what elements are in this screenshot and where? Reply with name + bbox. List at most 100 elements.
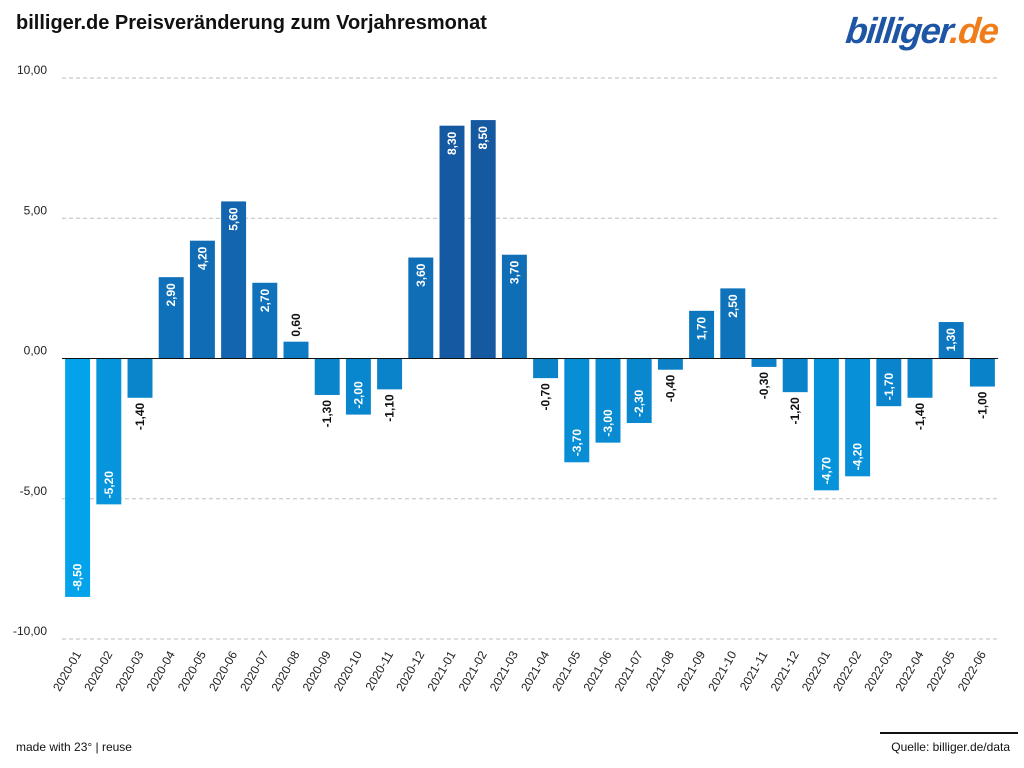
bar — [283, 341, 309, 359]
bar — [938, 322, 964, 359]
bar — [626, 358, 652, 424]
bar — [96, 358, 122, 505]
x-tick-label: 2020-07 — [237, 648, 271, 693]
bar — [501, 254, 527, 359]
bar — [969, 358, 995, 387]
bar — [907, 358, 933, 398]
bar-data-label: -1,40 — [133, 402, 147, 430]
y-tick-label: -10,00 — [13, 624, 47, 638]
footer-divider — [880, 732, 1018, 734]
x-tick-label: 2020-06 — [206, 648, 240, 693]
bar — [127, 358, 153, 398]
x-tick-label: 2021-01 — [424, 648, 458, 693]
x-tick-label: 2020-09 — [300, 648, 334, 693]
bar — [813, 358, 839, 491]
x-tick-label: 2020-10 — [331, 648, 365, 693]
bar — [595, 358, 621, 443]
bar — [533, 358, 559, 379]
bar-data-label: -1,10 — [383, 394, 397, 422]
bar-data-label: 2,50 — [726, 294, 740, 318]
x-tick-label: 2022-05 — [924, 648, 958, 693]
bar — [564, 358, 590, 463]
bar-data-label: 0,60 — [289, 313, 303, 337]
x-tick-label: 2021-12 — [768, 648, 802, 693]
bar-data-label: -1,70 — [882, 373, 896, 401]
y-tick-label: 0,00 — [24, 344, 48, 358]
x-tick-label: 2020-03 — [112, 648, 146, 693]
bar — [751, 358, 777, 367]
x-tick-label: 2022-03 — [861, 648, 895, 693]
bar-data-label: -5,20 — [102, 471, 116, 499]
bar — [470, 120, 496, 359]
bar-data-label: -1,20 — [788, 397, 802, 425]
y-tick-label: 10,00 — [17, 63, 47, 77]
bar-data-label: 5,60 — [227, 207, 241, 231]
x-tick-label: 2021-09 — [674, 648, 708, 693]
bar-data-label: 3,70 — [507, 260, 521, 284]
bar-data-label: -2,00 — [351, 381, 365, 409]
made-with-credit[interactable]: made with 23° | reuse — [16, 740, 132, 754]
chart-title: billiger.de Preisveränderung zum Vorjahr… — [16, 12, 487, 34]
bar-data-label: -0,30 — [757, 372, 771, 400]
x-tick-label: 2020-02 — [81, 648, 115, 693]
x-tick-label: 2021-11 — [737, 648, 771, 693]
bar — [189, 240, 215, 359]
x-tick-label: 2021-06 — [580, 648, 614, 693]
x-tick-label: 2021-04 — [518, 648, 552, 693]
bar — [876, 358, 902, 407]
bar — [65, 358, 91, 597]
x-tick-label: 2022-02 — [830, 648, 864, 693]
bar — [657, 358, 683, 370]
bar — [377, 358, 403, 390]
x-tick-label: 2021-08 — [643, 648, 677, 693]
x-tick-label: 2020-11 — [362, 648, 396, 693]
x-tick-label: 2021-02 — [456, 648, 490, 693]
bar — [720, 288, 746, 359]
x-tick-label: 2022-06 — [955, 648, 989, 693]
bar-data-label: 4,20 — [195, 246, 209, 270]
bar — [782, 358, 808, 393]
x-tick-label: 2021-05 — [549, 648, 583, 693]
bar-data-label: 2,90 — [164, 283, 178, 307]
bar — [439, 125, 465, 359]
bar-data-label: -1,40 — [913, 402, 927, 430]
x-tick-label: 2021-07 — [612, 648, 646, 693]
bar-data-label: 1,70 — [695, 316, 709, 340]
bar — [408, 257, 434, 359]
y-tick-label: -5,00 — [20, 484, 48, 498]
x-tick-label: 2020-12 — [393, 648, 427, 693]
bar-data-label: -1,30 — [320, 400, 334, 428]
bar-data-label: -2,30 — [632, 389, 646, 417]
x-tick-label: 2020-05 — [175, 648, 209, 693]
bar — [158, 277, 184, 359]
bar-data-label: -4,70 — [819, 457, 833, 485]
x-tick-label: 2020-01 — [50, 648, 84, 693]
bar — [252, 282, 278, 359]
bar-data-label: 2,70 — [258, 288, 272, 312]
bar — [221, 201, 247, 359]
bar-data-label: 8,30 — [445, 131, 459, 155]
bar-data-label: 3,60 — [414, 263, 428, 287]
x-tick-label: 2022-04 — [892, 648, 926, 693]
x-tick-label: 2022-01 — [799, 648, 833, 693]
x-tick-label: 2021-03 — [487, 648, 521, 693]
bar — [689, 310, 715, 359]
bar-data-label: -0,70 — [539, 383, 553, 411]
bar — [314, 358, 340, 395]
bar-data-label: -1,00 — [975, 391, 989, 419]
bar — [845, 358, 871, 477]
y-tick-label: 5,00 — [24, 203, 48, 217]
x-tick-label: 2020-08 — [268, 648, 302, 693]
bar — [345, 358, 371, 415]
bar-data-label: -3,00 — [601, 409, 615, 437]
bar-data-label: -8,50 — [71, 563, 85, 591]
x-tick-label: 2020-04 — [144, 648, 178, 693]
bar-data-label: 1,30 — [944, 328, 958, 352]
bar-data-label: -0,40 — [663, 374, 677, 402]
bar-data-label: -3,70 — [570, 429, 584, 457]
bar-data-label: 8,50 — [476, 126, 490, 150]
bar-data-label: -4,20 — [851, 443, 865, 471]
source-note: Quelle: billiger.de/data — [891, 740, 1010, 754]
x-tick-label: 2021-10 — [705, 648, 739, 693]
